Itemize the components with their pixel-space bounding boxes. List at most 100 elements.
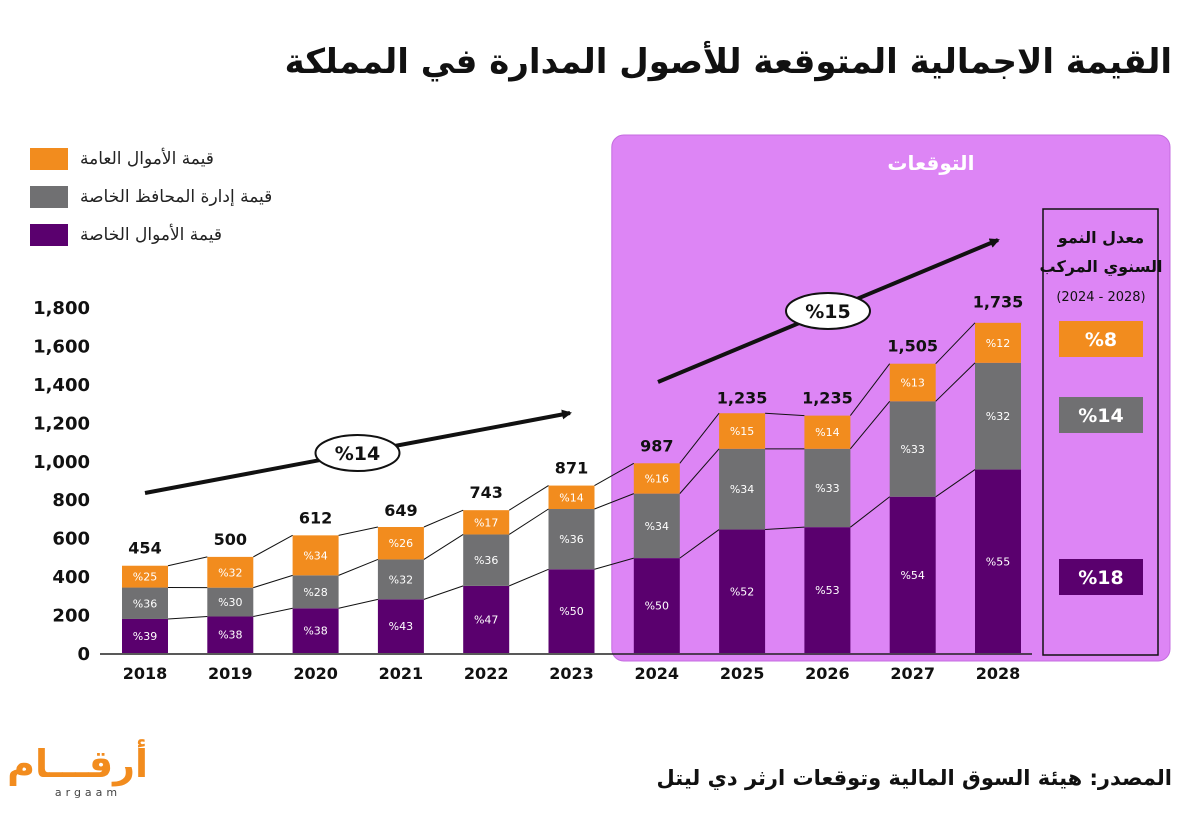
- bar-segment: [889, 496, 936, 653]
- cagr-value-label: %8: [1085, 329, 1117, 351]
- connector-line: [508, 485, 549, 511]
- legend-item-portfolio-management: قيمة إدارة المحافظ الخاصة: [30, 178, 272, 216]
- segment-percent-label: %36: [474, 554, 498, 567]
- y-tick-label: 600: [52, 529, 90, 550]
- legend-label: قيمة الأموال الخاصة: [80, 225, 222, 245]
- segment-percent-label: %34: [645, 520, 669, 533]
- bar-segment: [804, 448, 851, 528]
- connector-line: [935, 322, 976, 365]
- segment-percent-label: %30: [218, 596, 242, 609]
- x-tick-label: 2020: [293, 664, 338, 683]
- cagr-value-box: [1059, 397, 1143, 433]
- bar-segment: [548, 569, 595, 653]
- segment-percent-label: %32: [986, 410, 1010, 423]
- cagr-value-box: [1059, 559, 1143, 595]
- bar-segment: [633, 463, 680, 494]
- y-tick-label: 0: [77, 644, 90, 665]
- x-tick-label: 2018: [123, 664, 168, 683]
- x-tick-label: 2022: [464, 664, 509, 683]
- segment-percent-label: %15: [730, 425, 754, 438]
- bar-total-label: 454: [128, 539, 161, 558]
- x-tick-label: 2025: [720, 664, 765, 683]
- cagr-title: معدل النمو: [1057, 228, 1144, 247]
- bar-segment: [292, 608, 339, 653]
- connector-line: [509, 568, 549, 587]
- bar-segment: [463, 510, 510, 535]
- x-tick-label: 2024: [635, 664, 680, 683]
- cagr-value-box: [1059, 321, 1143, 357]
- connector-line: [338, 526, 379, 536]
- connector-line: [594, 557, 634, 570]
- bar-segment: [719, 413, 766, 449]
- bar-segment: [377, 527, 424, 560]
- argaam-logo: أرقـــام argaam: [7, 742, 148, 800]
- y-tick-label: 1,800: [33, 298, 90, 319]
- x-tick-label: 2023: [549, 664, 594, 683]
- segment-percent-label: %12: [986, 337, 1010, 350]
- y-tick-label: 200: [52, 606, 90, 627]
- connector-line: [508, 508, 549, 535]
- cagr-box: [1042, 208, 1159, 656]
- connector-line: [679, 412, 720, 464]
- x-tick-label: 2027: [890, 664, 935, 683]
- legend: قيمة الأموال العامة قيمة إدارة المحافظ ا…: [30, 140, 272, 254]
- bar-segment: [548, 485, 595, 510]
- segment-percent-label: %32: [218, 566, 242, 579]
- segment-percent-label: %38: [303, 625, 327, 638]
- bar-total-label: 871: [555, 459, 588, 478]
- connector-line: [594, 462, 635, 487]
- y-tick-label: 1,400: [33, 375, 90, 396]
- bar-total-label: 1,735: [973, 292, 1024, 311]
- legend-item-private-funds: قيمة الأموال الخاصة: [30, 216, 272, 254]
- connector-line: [935, 469, 976, 498]
- bar-segment: [804, 527, 851, 653]
- bar-segment: [719, 529, 766, 653]
- connector-line: [765, 526, 805, 531]
- bar-total-label: 1,235: [802, 389, 853, 408]
- legend-swatch: [30, 186, 68, 208]
- legend-label: قيمة الأموال العامة: [80, 149, 214, 169]
- bar-segment: [463, 585, 510, 653]
- source-note: المصدر: هيئة السوق المالية وتوقعات ارثر …: [656, 766, 1172, 790]
- connector-line: [423, 585, 464, 600]
- segment-percent-label: %39: [133, 630, 157, 643]
- cagr-subtitle: السنوي المركب: [1040, 257, 1163, 277]
- logo-arabic: أرقـــام: [7, 742, 148, 786]
- bar-segment: [633, 493, 680, 559]
- page-title: القيمة الاجمالية المتوقعة للأصول المدارة…: [284, 42, 1172, 82]
- bar-total-label: 1,505: [887, 337, 938, 356]
- segment-percent-label: %17: [474, 516, 498, 529]
- segment-percent-label: %36: [559, 533, 583, 546]
- bar-segment: [377, 559, 424, 600]
- bar-segment: [122, 587, 168, 619]
- bar-total-label: 987: [640, 436, 673, 455]
- cagr-value-label: %18: [1078, 567, 1123, 589]
- segment-percent-label: %43: [389, 620, 413, 633]
- connector-line: [679, 529, 720, 559]
- connector-line: [253, 574, 293, 589]
- bar-segment: [975, 362, 1021, 470]
- segment-percent-label: %34: [303, 549, 327, 562]
- bar-segment: [889, 363, 936, 402]
- bar-segment: [207, 587, 254, 617]
- segment-percent-label: %14: [815, 426, 839, 439]
- segment-percent-label: %25: [133, 571, 157, 584]
- bar-segment: [719, 448, 766, 530]
- bar-segment: [122, 618, 168, 653]
- segment-percent-label: %50: [559, 605, 583, 618]
- segment-percent-label: %47: [474, 613, 498, 626]
- legend-label: قيمة إدارة المحافظ الخاصة: [80, 187, 273, 207]
- growth-label: %15: [805, 301, 850, 323]
- segment-percent-label: %26: [389, 537, 413, 550]
- segment-percent-label: %53: [815, 584, 839, 597]
- bar-segment: [207, 556, 254, 588]
- bar-segment: [207, 616, 254, 653]
- growth-bubble: [785, 292, 871, 330]
- segment-percent-label: %36: [133, 597, 157, 610]
- y-tick-label: 400: [52, 567, 90, 588]
- segment-percent-label: %50: [645, 600, 669, 613]
- bar-segment: [633, 558, 680, 653]
- segment-percent-label: %16: [645, 472, 669, 485]
- x-tick-label: 2021: [379, 664, 424, 683]
